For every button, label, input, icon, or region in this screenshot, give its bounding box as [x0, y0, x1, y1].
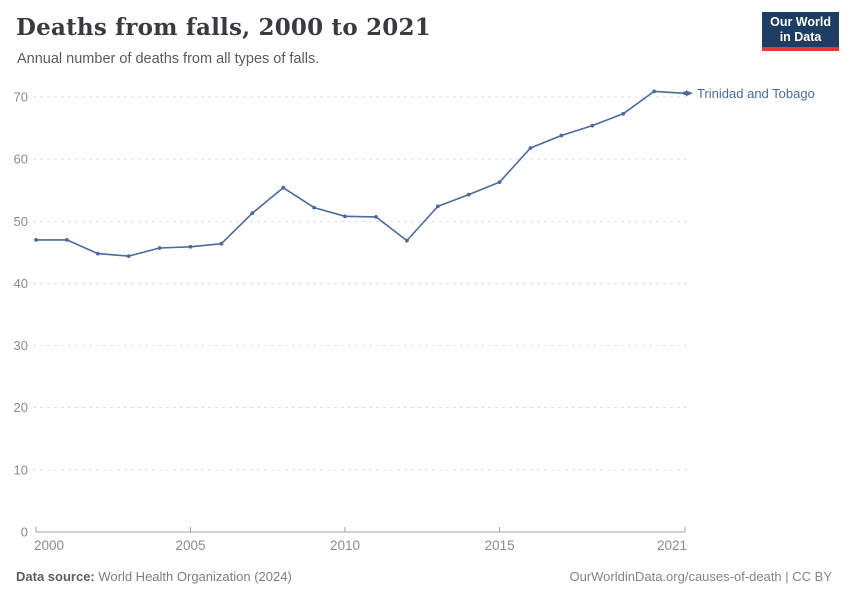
- y-axis-tick-label: 40: [14, 276, 28, 291]
- x-axis-tick-label: 2010: [330, 538, 360, 553]
- data-source-value: World Health Organization (2024): [94, 569, 292, 584]
- data-point: [95, 251, 100, 256]
- y-axis-tick-label: 0: [21, 525, 28, 540]
- data-point: [497, 180, 502, 185]
- y-axis-tick-label: 30: [14, 338, 28, 353]
- data-point: [281, 185, 286, 190]
- owid-logo-line1: Our World: [770, 15, 831, 29]
- data-point: [250, 211, 255, 216]
- data-point: [528, 146, 533, 150]
- data-point: [559, 133, 564, 138]
- x-axis-tick-label: 2015: [485, 538, 515, 553]
- data-point: [621, 111, 626, 116]
- x-axis-tick-label: 2000: [34, 538, 64, 553]
- data-point: [405, 238, 409, 243]
- data-point: [157, 246, 162, 250]
- owid-logo[interactable]: Our World in Data: [762, 12, 839, 51]
- data-source-label: Data source:: [16, 569, 95, 584]
- owid-url-link[interactable]: OurWorldinData.org/causes-of-death | CC …: [569, 569, 832, 584]
- data-point: [374, 215, 378, 219]
- y-axis-tick-label: 50: [14, 214, 28, 229]
- y-axis-tick-label: 20: [14, 400, 28, 415]
- entity-label[interactable]: Trinidad and Tobago: [697, 86, 815, 101]
- data-point: [312, 205, 316, 210]
- y-axis-tick-label: 60: [14, 152, 28, 167]
- data-point: [466, 192, 471, 197]
- data-point: [652, 89, 656, 94]
- data-point: [34, 238, 38, 242]
- owid-logo-line2: in Data: [779, 30, 822, 44]
- data-point: [188, 244, 193, 249]
- y-axis-tick-label: 70: [14, 90, 28, 105]
- line-end-arrow: [686, 90, 693, 97]
- data-point: [683, 91, 687, 96]
- data-point: [219, 241, 224, 246]
- data-source: Data source: World Health Organization (…: [16, 569, 292, 584]
- data-point: [343, 214, 347, 219]
- chart-footer: Data source: World Health Organization (…: [16, 569, 832, 584]
- page-title: Deaths from falls, 2000 to 2021: [16, 14, 431, 41]
- y-axis-tick-label: 10: [14, 462, 28, 477]
- x-axis-tick-label: 2005: [176, 538, 206, 553]
- data-point: [126, 254, 131, 258]
- data-line: [35, 90, 686, 257]
- data-point: [65, 238, 69, 242]
- data-point: [590, 123, 595, 128]
- chart-subtitle: Annual number of deaths from all types o…: [17, 51, 320, 67]
- x-axis-tick-label: 2021: [657, 538, 687, 553]
- data-point: [435, 204, 440, 209]
